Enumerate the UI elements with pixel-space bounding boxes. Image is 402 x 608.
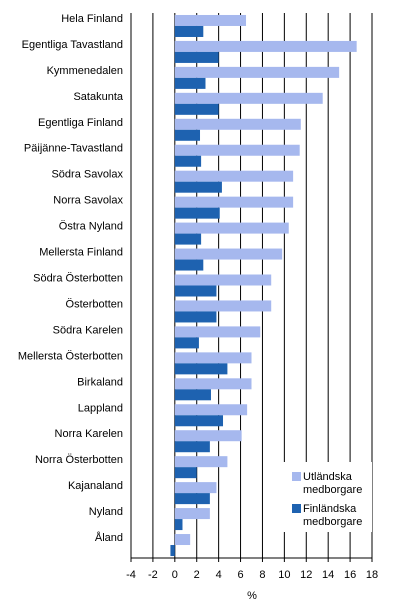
bar-utlandska — [174, 170, 294, 182]
bar-finlandska — [174, 259, 204, 271]
bar-finlandska — [174, 389, 211, 401]
legend-label-finlandska-line2: medborgare — [303, 516, 362, 528]
bar-finlandska — [174, 415, 224, 427]
bar-finlandska — [174, 519, 183, 531]
category-label: Hela Finland — [61, 13, 123, 25]
category-label: Östra Nyland — [59, 221, 123, 233]
category-labels: Hela Finland Egentliga Tavastland Kymmened… — [18, 13, 124, 544]
x-tick-label: 2 — [194, 569, 200, 581]
category-label: Norra Österbotten — [35, 454, 123, 466]
x-tick-label: 18 — [366, 569, 378, 581]
category-label: Päijänne-Tavastland — [24, 143, 123, 155]
bar-finlandska — [174, 129, 201, 141]
bar-utlandska — [174, 40, 357, 52]
x-axis-title: % — [247, 590, 257, 602]
category-label: Norra Karelen — [55, 428, 123, 440]
bar-utlandska — [174, 14, 247, 26]
bars — [170, 14, 357, 557]
category-label: Norra Savolax — [53, 195, 123, 207]
category-label: Södra Savolax — [51, 169, 123, 181]
bar-finlandska — [174, 467, 197, 479]
category-label: Lappland — [78, 402, 123, 414]
bar-utlandska — [174, 144, 300, 156]
bar-finlandska — [174, 103, 219, 115]
bar-utlandska — [174, 352, 252, 364]
bar-finlandska — [174, 493, 210, 505]
bar-utlandska — [174, 118, 301, 130]
bar-utlandska — [174, 534, 191, 546]
bar-utlandska — [174, 274, 272, 286]
x-tick-label: -2 — [148, 569, 158, 581]
bar-finlandska — [174, 207, 220, 219]
bar-utlandska — [174, 508, 210, 520]
category-label: Egentliga Tavastland — [22, 39, 123, 51]
x-tick-label: 4 — [216, 569, 222, 581]
category-label: Kymmenedalen — [47, 65, 123, 77]
bar-utlandska — [174, 196, 294, 208]
category-label: Österbotten — [66, 298, 123, 310]
bar-finlandska — [174, 25, 204, 37]
category-label: Mellersta Finland — [39, 247, 123, 259]
bar-finlandska — [174, 233, 202, 245]
bar-utlandska — [174, 248, 283, 260]
x-tick-label: 0 — [172, 569, 178, 581]
legend-swatch-utlandska — [292, 472, 301, 481]
bar-utlandska — [174, 326, 261, 338]
x-tick-label: 10 — [278, 569, 290, 581]
legend-label-utlandska-line1: Utländska — [303, 471, 353, 483]
bar-finlandska — [174, 181, 222, 193]
category-label: Satakunta — [73, 91, 123, 103]
category-label: Åland — [95, 531, 123, 544]
bar-finlandska — [174, 311, 217, 323]
bar-utlandska — [174, 92, 323, 104]
x-tick-label: 16 — [344, 569, 356, 581]
category-label: Egentliga Finland — [38, 117, 123, 129]
x-tick-label: 14 — [322, 569, 334, 581]
legend-label-utlandska-line2: medborgare — [303, 484, 362, 496]
bar-finlandska — [174, 51, 219, 63]
category-label: Nyland — [89, 506, 123, 518]
bar-utlandska — [174, 378, 252, 390]
bar-finlandska — [174, 441, 210, 453]
bar-utlandska — [174, 430, 242, 442]
x-tick-label: 8 — [259, 569, 265, 581]
bar-finlandska — [174, 285, 217, 297]
bar-finlandska — [174, 155, 202, 167]
legend: Utländska medborgare Finländska medborga… — [282, 462, 372, 532]
x-axis: -4 -2 0 2 4 6 8 10 12 14 16 18 — [126, 557, 378, 581]
x-tick-label: -4 — [126, 569, 136, 581]
bar-utlandska — [174, 300, 272, 312]
category-label: Södra Karelen — [53, 324, 123, 336]
x-tick-label: 12 — [300, 569, 312, 581]
bar-finlandska — [174, 337, 199, 349]
bar-finlandska — [174, 363, 228, 375]
bar-utlandska — [174, 404, 248, 416]
category-label: Kajanaland — [68, 480, 123, 492]
bar-utlandska — [174, 456, 228, 468]
category-label: Birkaland — [77, 376, 123, 388]
bar-utlandska — [174, 222, 289, 234]
category-label: Södra Österbotten — [33, 273, 123, 285]
bar-finlandska — [174, 77, 206, 89]
bar-utlandska — [174, 482, 217, 494]
legend-swatch-finlandska — [292, 504, 301, 513]
bar-utlandska — [174, 66, 340, 78]
bar-finlandska — [170, 545, 175, 557]
legend-label-finlandska-line1: Finländska — [303, 503, 357, 515]
category-label: Mellersta Österbotten — [18, 350, 123, 362]
x-tick-label: 6 — [237, 569, 243, 581]
